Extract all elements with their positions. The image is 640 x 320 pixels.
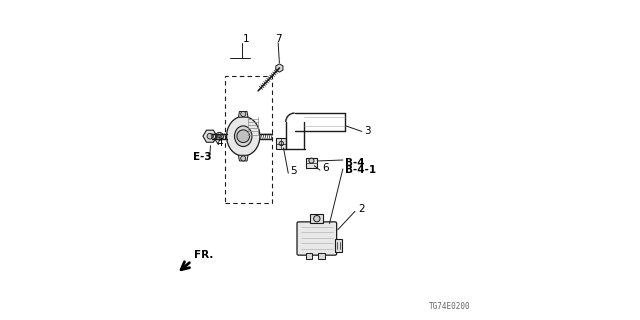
Circle shape bbox=[207, 133, 212, 139]
Polygon shape bbox=[203, 130, 217, 142]
Bar bbox=[225, 76, 272, 203]
Text: B-4-1: B-4-1 bbox=[345, 165, 376, 175]
Text: FR.: FR. bbox=[194, 250, 213, 260]
Text: 6: 6 bbox=[323, 163, 329, 173]
Text: 2: 2 bbox=[358, 204, 365, 214]
Bar bbox=[310, 214, 323, 223]
Circle shape bbox=[241, 156, 246, 161]
Text: 5: 5 bbox=[290, 166, 296, 176]
Text: 4: 4 bbox=[217, 138, 223, 148]
Ellipse shape bbox=[234, 126, 252, 147]
Ellipse shape bbox=[227, 116, 260, 156]
Circle shape bbox=[218, 135, 221, 138]
Polygon shape bbox=[239, 111, 248, 117]
Text: 7: 7 bbox=[275, 35, 282, 44]
Circle shape bbox=[314, 215, 320, 222]
Bar bbox=[306, 253, 312, 259]
Text: E-3: E-3 bbox=[193, 152, 211, 162]
Polygon shape bbox=[276, 64, 283, 72]
Text: B-4: B-4 bbox=[345, 157, 364, 168]
Text: 3: 3 bbox=[364, 126, 371, 136]
Circle shape bbox=[237, 130, 250, 142]
Polygon shape bbox=[276, 139, 286, 148]
Bar bbox=[306, 158, 317, 168]
Circle shape bbox=[309, 158, 314, 163]
Circle shape bbox=[241, 111, 246, 116]
Text: 1: 1 bbox=[243, 35, 250, 44]
Polygon shape bbox=[239, 155, 248, 161]
Bar bbox=[319, 253, 324, 259]
Text: TG74E0200: TG74E0200 bbox=[429, 302, 470, 311]
FancyBboxPatch shape bbox=[297, 222, 337, 255]
Circle shape bbox=[279, 141, 284, 146]
Bar bbox=[335, 239, 342, 252]
